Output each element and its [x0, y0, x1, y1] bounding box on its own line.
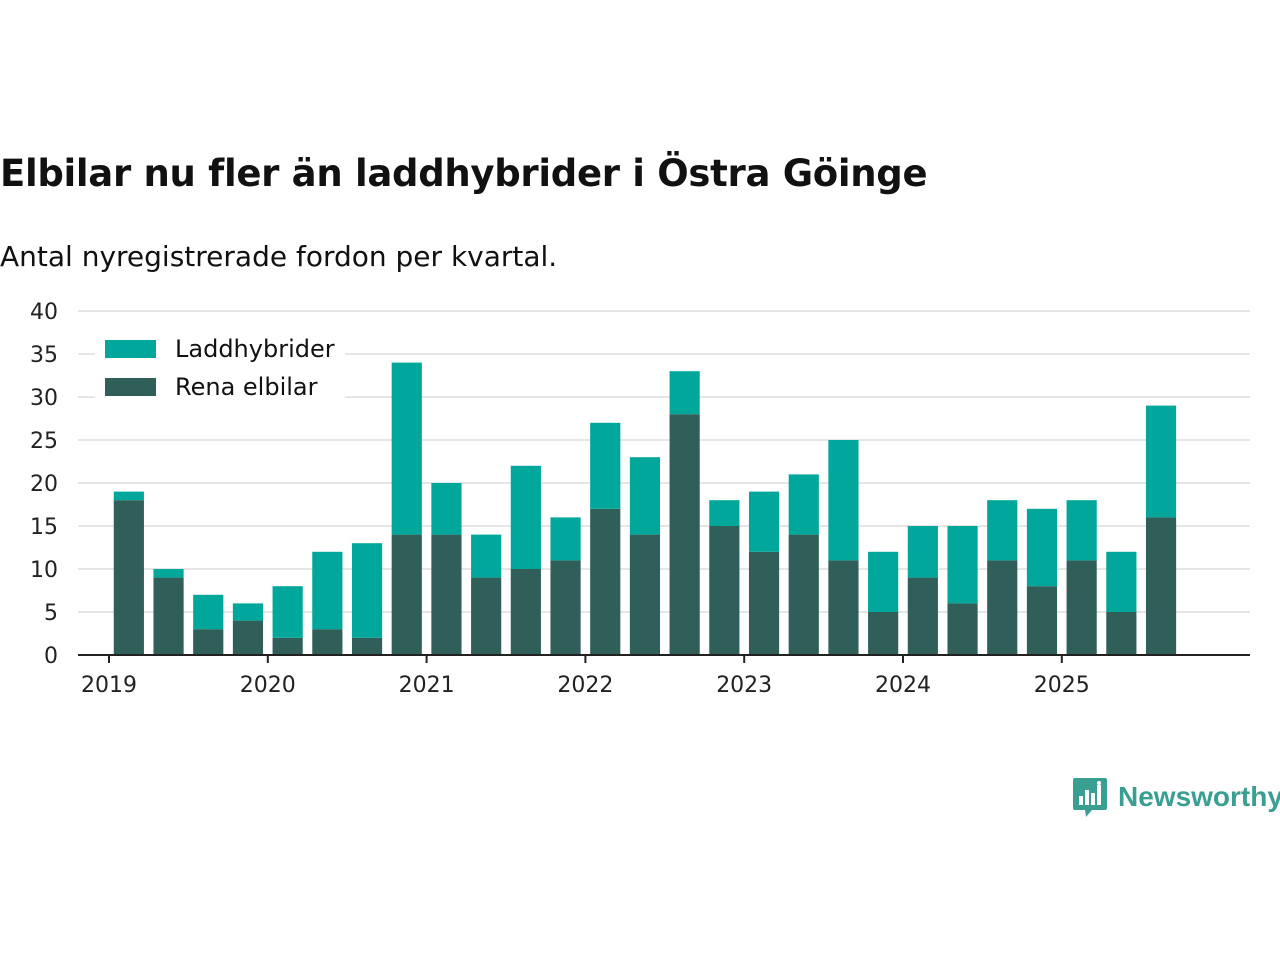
bar-laddhybrider	[828, 440, 859, 561]
bar-rena-elbilar	[748, 551, 780, 655]
chart-subtitle: Antal nyregistrerade fordon per kvartal.	[0, 240, 558, 273]
newsworthy-logo-icon	[1073, 778, 1107, 817]
bar-laddhybrider	[391, 362, 422, 535]
bar-rena-elbilar	[232, 620, 264, 655]
brand-name: Newsworthy	[1118, 781, 1280, 812]
bar-rena-elbilar	[471, 577, 502, 655]
bar-rena-elbilar	[868, 612, 899, 655]
bar-laddhybrider	[431, 483, 462, 535]
y-tick-label: 25	[30, 429, 58, 454]
y-tick-labels: 0 5 10 15 20 25 30 35 40	[30, 300, 58, 669]
bar-rena-elbilar	[907, 577, 938, 655]
y-tick-label: 40	[30, 300, 58, 325]
bar-laddhybrider	[1026, 508, 1058, 587]
legend: Laddhybrider Rena elbilar	[95, 323, 345, 403]
legend-swatch-laddhybrider	[105, 340, 156, 358]
bar-laddhybrider	[987, 500, 1018, 561]
bar-rena-elbilar	[193, 629, 224, 655]
bar-rena-elbilar	[312, 629, 343, 655]
bar-laddhybrider	[351, 543, 383, 638]
bar-rena-elbilar	[550, 560, 581, 655]
x-tick-label: 2021	[399, 673, 455, 698]
bar-rena-elbilar	[1066, 560, 1097, 655]
bar-rena-elbilar	[629, 534, 661, 655]
y-tick-label: 5	[44, 601, 58, 626]
legend-label-rena-elbilar: Rena elbilar	[175, 373, 318, 401]
bar-rena-elbilar	[1145, 517, 1177, 655]
bar-rena-elbilar	[1106, 612, 1137, 655]
bar-laddhybrider	[312, 551, 343, 630]
x-tick-label: 2020	[240, 673, 296, 698]
bar-laddhybrider	[193, 594, 224, 630]
bar-laddhybrider	[1145, 405, 1177, 518]
y-tick-label: 10	[30, 558, 58, 583]
bar-laddhybrider	[510, 465, 541, 569]
x-tick-label: 2025	[1034, 673, 1090, 698]
x-tick-label: 2022	[557, 673, 613, 698]
y-tick-label: 30	[30, 386, 58, 411]
bar-rena-elbilar	[828, 560, 859, 655]
bar-laddhybrider	[232, 603, 264, 621]
bar-rena-elbilar	[113, 500, 144, 655]
y-tick-label: 0	[44, 644, 58, 669]
bar-rena-elbilar	[391, 534, 422, 655]
x-tick-label: 2024	[875, 673, 931, 698]
x-tick-label: 2019	[81, 673, 137, 698]
bar-rena-elbilar	[153, 577, 184, 655]
bar-rena-elbilar	[351, 637, 383, 655]
bar-laddhybrider	[669, 371, 700, 415]
bar-laddhybrider	[748, 491, 780, 552]
bar-laddhybrider	[629, 457, 661, 535]
x-axis: 2019 2020 2021 2022 2023 2024 2025	[78, 654, 1250, 698]
x-tick-label: 2023	[716, 673, 772, 698]
legend-label-laddhybrider: Laddhybrider	[175, 335, 335, 363]
bar-rena-elbilar	[947, 603, 978, 655]
bar-laddhybrider	[709, 500, 740, 526]
bar-laddhybrider	[907, 526, 938, 578]
bar-laddhybrider	[113, 491, 144, 501]
bar-rena-elbilar	[987, 560, 1018, 655]
bar-laddhybrider	[868, 551, 899, 612]
newsworthy-logo: Newsworthy	[1072, 776, 1280, 818]
bar-rena-elbilar	[669, 414, 700, 655]
bar-laddhybrider	[471, 534, 502, 578]
bar-laddhybrider	[590, 422, 621, 509]
bars	[113, 362, 1177, 655]
bar-rena-elbilar	[788, 534, 819, 655]
bar-laddhybrider	[550, 517, 581, 561]
bar-rena-elbilar	[1026, 586, 1058, 655]
bar-laddhybrider	[788, 474, 819, 535]
bar-rena-elbilar	[709, 526, 740, 655]
y-tick-label: 20	[30, 472, 58, 497]
y-tick-label: 35	[30, 343, 58, 368]
bar-laddhybrider	[153, 569, 184, 578]
bar-rena-elbilar	[510, 569, 541, 655]
bar-laddhybrider	[947, 526, 978, 604]
y-tick-label: 15	[30, 515, 58, 540]
bar-rena-elbilar	[431, 534, 462, 655]
bar-laddhybrider	[1066, 500, 1097, 561]
bar-laddhybrider	[272, 586, 303, 638]
bar-rena-elbilar	[590, 508, 621, 655]
legend-swatch-rena-elbilar	[105, 378, 156, 396]
chart-title: Elbilar nu fler än laddhybrider i Östra …	[0, 152, 928, 195]
bar-rena-elbilar	[272, 637, 303, 655]
bar-laddhybrider	[1106, 551, 1137, 612]
